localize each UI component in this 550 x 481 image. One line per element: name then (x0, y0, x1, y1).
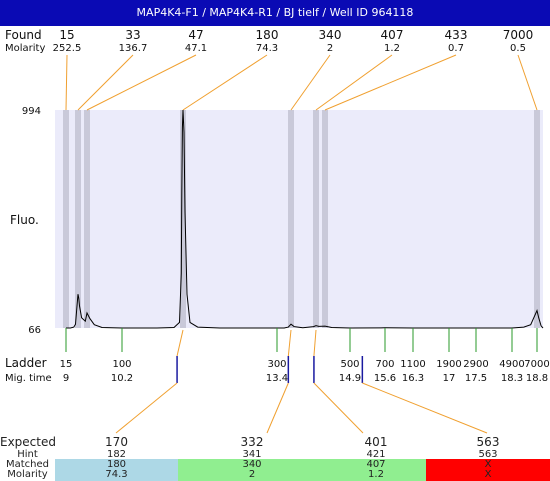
found-connector (290, 54, 331, 111)
ladder-label: Ladder (5, 356, 47, 370)
peak-band (63, 110, 69, 328)
expected-value: 332 (240, 435, 264, 449)
found-size: 7000 (503, 28, 534, 42)
peak-band (534, 110, 540, 328)
y-tick-label: 66 (28, 325, 41, 336)
ladder-mig-time: 18.8 (526, 373, 548, 384)
found-molarity: 0.5 (510, 43, 526, 54)
hint-value: 182 (106, 449, 127, 460)
expected-label: Expected (0, 435, 56, 449)
match-connector (313, 329, 317, 357)
matched-value: 407 (326, 459, 426, 471)
found-size: 33 (125, 28, 140, 42)
found-connector (315, 54, 393, 111)
found-molarity: 0.7 (448, 43, 464, 54)
found-molarity: 2 (327, 43, 333, 54)
ladder-mig-time: 14.9 (339, 373, 361, 384)
found-connector (182, 54, 268, 111)
peak-band (84, 110, 90, 328)
found-size: 180 (256, 28, 279, 42)
hint-label: Hint (17, 449, 38, 460)
found-connector (77, 54, 134, 111)
matched-molarity-value: X (426, 469, 550, 481)
electropherogram-chart: FoundMolarity15252.533136.74747.118074.3… (5, 28, 550, 434)
peak-band (75, 110, 81, 328)
ladder-mig-time: 16.3 (402, 373, 424, 384)
ladder-mig-time: 15.6 (374, 373, 396, 384)
ladder-mig-time: 18.3 (501, 373, 523, 384)
expected-connector (313, 382, 364, 434)
mig-time-label: Mig. time (5, 373, 52, 384)
expected-table: Expected Hint Matched Molarity 170 182 180 74.3… (0, 435, 550, 481)
found-molarity: 136.7 (119, 43, 148, 54)
matched-value: 180 (55, 459, 178, 471)
y-axis-label: Fluo. (10, 213, 39, 227)
hint-value: 341 (242, 449, 262, 460)
matched-label: Matched (5, 459, 49, 470)
ladder-mig-time: 10.2 (111, 373, 133, 384)
matched-value: X (426, 459, 550, 471)
found-size: 407 (381, 28, 404, 42)
found-molarity: 74.3 (256, 43, 278, 54)
found-size: 433 (445, 28, 468, 42)
ladder-size: 4900 (499, 359, 524, 370)
ladder-size: 700 (375, 359, 394, 370)
expected-connector (362, 382, 488, 434)
ladder-mig-time: 9 (63, 373, 69, 384)
chart-title: MAP4K4-F1 / MAP4K4-R1 / BJ tielf / Well … (0, 0, 550, 26)
peak-band (288, 110, 294, 328)
found-connector (86, 54, 197, 111)
found-connector (517, 54, 538, 111)
expected-connector (266, 382, 289, 434)
ladder-size: 15 (60, 359, 73, 370)
hint-value: 421 (366, 449, 386, 460)
bottom-molarity-label: Molarity (7, 469, 48, 480)
found-size: 15 (59, 28, 74, 42)
molarity-label: Molarity (5, 43, 45, 54)
matched-molarity-value: 1.2 (326, 469, 426, 481)
found-size: 47 (188, 28, 203, 42)
ladder-size: 300 (267, 359, 286, 370)
ladder-size: 100 (112, 359, 131, 370)
found-connector (65, 54, 68, 111)
ladder-size: 500 (340, 359, 359, 370)
found-molarity: 252.5 (53, 43, 82, 54)
found-molarity: 1.2 (384, 43, 400, 54)
fluorescence-trace (66, 109, 544, 329)
found-connector (324, 54, 457, 111)
ladder-size: 1900 (436, 359, 461, 370)
hint-value: 563 (478, 449, 498, 460)
found-molarity: 47.1 (185, 43, 207, 54)
expected-connector (115, 382, 178, 434)
plot-area (55, 110, 543, 328)
matched-value: 340 (178, 459, 326, 471)
y-tick-label: 994 (22, 106, 41, 117)
ladder-size: 2900 (463, 359, 488, 370)
ladder-mig-time: 13.4 (266, 373, 288, 384)
matched-molarity-value: 74.3 (55, 469, 178, 481)
expected-value: 401 (364, 435, 388, 449)
found-label: Found (5, 28, 42, 42)
match-connector (287, 329, 292, 357)
peak-band (313, 110, 319, 328)
ladder-mig-time: 17.5 (465, 373, 487, 384)
ladder-size: 1100 (400, 359, 425, 370)
ladder-size: 7000 (524, 359, 549, 370)
matched-molarity-value: 2 (178, 469, 326, 481)
peak-band (322, 110, 328, 328)
peak-band (180, 110, 186, 328)
match-connector (176, 329, 184, 357)
ladder-mig-time: 17 (443, 373, 456, 384)
found-size: 340 (319, 28, 342, 42)
expected-value: 170 (105, 435, 128, 449)
expected-value: 563 (476, 435, 500, 449)
